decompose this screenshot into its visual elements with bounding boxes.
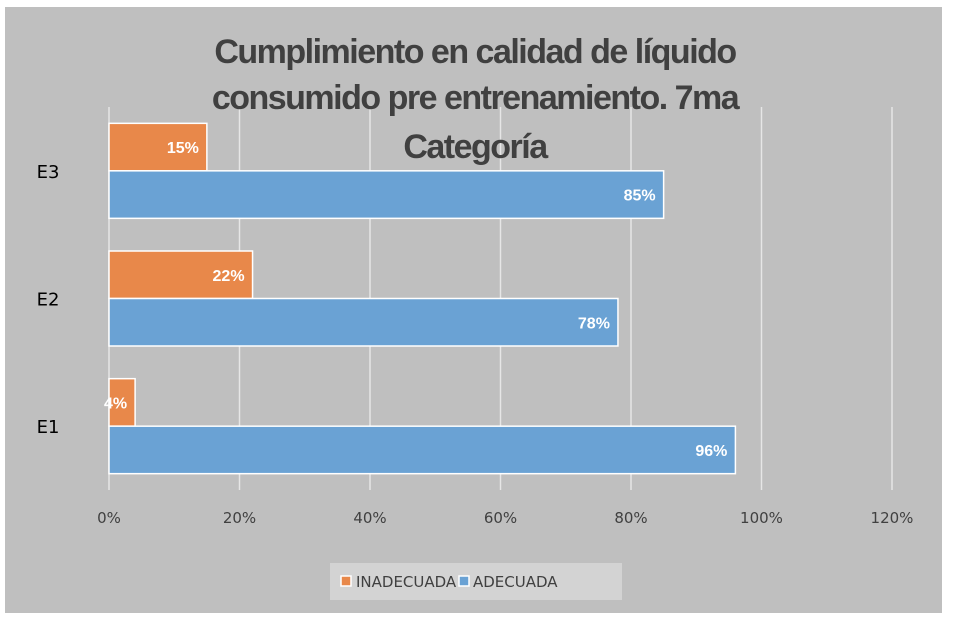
bar-adecuada [108,297,619,347]
legend-swatch-adecuada [458,575,470,587]
legend-box [330,563,622,600]
data-label: 15% [167,140,199,157]
x-tick-label: 40% [353,509,386,527]
bars: 4% 96% 22% 78% 15% 85% [104,122,737,475]
legend-swatch-inadecuada [340,575,352,587]
title-line-1: Cumplimiento en calidad de líquido [214,33,736,71]
category-label: E1 [37,417,60,438]
legend-label-adecuada: ADECUADA [473,573,558,591]
x-tick-label: 20% [223,509,256,527]
bar-adecuada [108,425,737,475]
category-label: E2 [37,290,60,311]
x-tick-label: 0% [97,509,121,527]
data-label: 78% [578,315,610,332]
x-tick-label: 60% [484,509,517,527]
bar-inadecuada [108,122,208,172]
category-label: E3 [37,162,60,183]
legend: INADECUADA ADECUADA [330,563,622,600]
y-axis-categories: E1 E2 E3 [37,162,60,438]
data-label: 4% [104,395,127,412]
x-axis-ticks: 0% 20% 40% 60% 80% 100% 120% [97,509,913,527]
x-tick-label: 100% [740,509,783,527]
bar-inadecuada [108,377,136,427]
data-label: 85% [624,188,656,205]
legend-label-inadecuada: INADECUADA [356,573,457,591]
chart-title: Cumplimiento en calidad de líquido consu… [212,33,742,166]
title-line-2: consumido pre entrenamiento. 7ma [212,79,741,117]
bar-adecuada [108,170,665,220]
x-tick-label: 120% [871,509,914,527]
x-tick-label: 80% [614,509,647,527]
title-line-3: Categoría [403,128,549,166]
data-label: 22% [213,268,245,285]
data-label: 96% [695,443,727,460]
